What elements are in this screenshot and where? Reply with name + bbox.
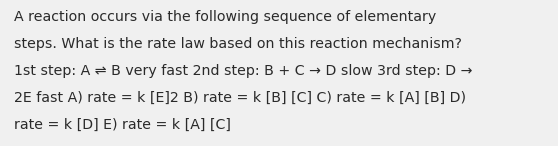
Text: 1st step: A ⇌ B very fast 2nd step: B + C → D slow 3rd step: D →: 1st step: A ⇌ B very fast 2nd step: B + … xyxy=(14,64,473,78)
Text: rate = k [D] E) rate = k [A] [C]: rate = k [D] E) rate = k [A] [C] xyxy=(14,118,231,132)
Text: steps. What is the rate law based on this reaction mechanism?: steps. What is the rate law based on thi… xyxy=(14,37,462,51)
Text: A reaction occurs via the following sequence of elementary: A reaction occurs via the following sequ… xyxy=(14,10,436,24)
Text: 2E fast A) rate = k [E]2 B) rate = k [B] [C] C) rate = k [A] [B] D): 2E fast A) rate = k [E]2 B) rate = k [B]… xyxy=(14,91,466,105)
